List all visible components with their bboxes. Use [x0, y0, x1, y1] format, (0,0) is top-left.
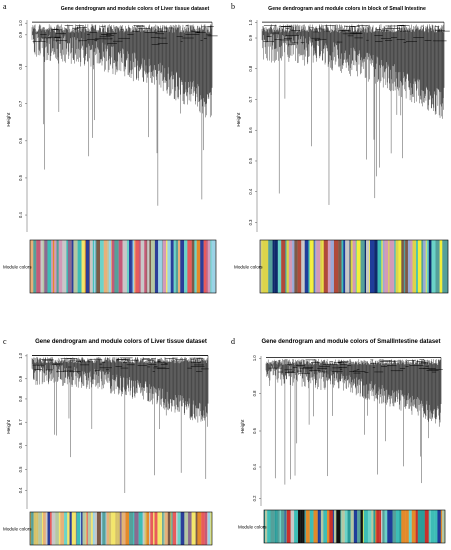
y-tick-label: 0.8 [248, 65, 253, 71]
module-colors-label: Module colors [3, 527, 32, 532]
y-tick-label: 1.0 [18, 352, 23, 358]
panel-letter: b [231, 2, 235, 11]
panel-a: a Gene dendrogram and module colors of Li… [3, 2, 218, 294]
y-tick-label: 0.7 [248, 96, 253, 102]
dendrogram [31, 21, 218, 206]
module-color-bar [263, 509, 446, 544]
y-tick-label: 0.5 [18, 174, 23, 180]
y-tick-label: 0.4 [18, 487, 23, 493]
dendrogram [261, 21, 450, 205]
panel-c: c Gene dendrogram and module colors of Li… [3, 337, 213, 546]
y-tick-label: 0.8 [252, 390, 257, 396]
y-tick-label: 0.9 [18, 375, 23, 381]
module-colors-label: Module colors [3, 265, 32, 270]
panel-title: Gene dendrogram and module colors in blo… [268, 6, 426, 12]
y-tick-label: 0.2 [252, 495, 257, 501]
panel-title: Gene dendrogram and module colors of Liv… [61, 6, 210, 12]
y-tick-label: 0.7 [18, 100, 23, 106]
dendrogram [31, 355, 209, 493]
panel-letter: c [3, 337, 7, 346]
panel-letter: a [3, 2, 7, 11]
panel-b: b Gene dendrogram and module colors in bl… [231, 2, 450, 294]
y-tick-label: 0.7 [18, 419, 23, 425]
module-colors-label: Module colors [234, 265, 263, 270]
y-tick-label: 1.0 [248, 19, 253, 25]
module-colors-label: Module colors [238, 525, 267, 530]
y-tick-label: 0.9 [248, 34, 253, 40]
y-tick-label: 0.4 [248, 188, 253, 194]
panel-title: Gene dendrogram and module colors of Sma… [261, 339, 440, 345]
y-tick-label: 0.6 [248, 127, 253, 133]
y-tick-label: 0.8 [18, 63, 23, 69]
panel-letter: d [231, 337, 235, 346]
y-tick-label: 0.6 [252, 427, 257, 433]
module-color-bar [29, 511, 213, 546]
y-axis-label: Height [240, 419, 246, 434]
y-tick-label: 0.5 [18, 466, 23, 472]
y-tick-label: 0.6 [18, 442, 23, 448]
panel-title: Gene dendrogram and module colors of Liv… [35, 339, 207, 345]
module-color-bar [29, 239, 217, 294]
dendrogram [265, 357, 443, 485]
y-tick-label: 0.8 [18, 395, 23, 401]
y-tick-label: 0.4 [18, 211, 23, 217]
y-tick-label: 1.0 [18, 20, 23, 26]
y-tick-label: 1.0 [252, 355, 257, 361]
y-axis-label: Height [6, 112, 12, 127]
y-tick-label: 0.5 [248, 157, 253, 163]
y-axis-label: Height [236, 112, 242, 127]
y-tick-label: 0.9 [18, 31, 23, 37]
y-tick-label: 0.4 [252, 463, 257, 469]
module-color-bar [259, 239, 449, 294]
panel-d: d Gene dendrogram and module colors of Sm… [231, 337, 446, 544]
y-tick-label: 0.3 [248, 219, 253, 225]
y-tick-label: 0.6 [18, 137, 23, 143]
y-axis-label: Height [6, 419, 12, 434]
